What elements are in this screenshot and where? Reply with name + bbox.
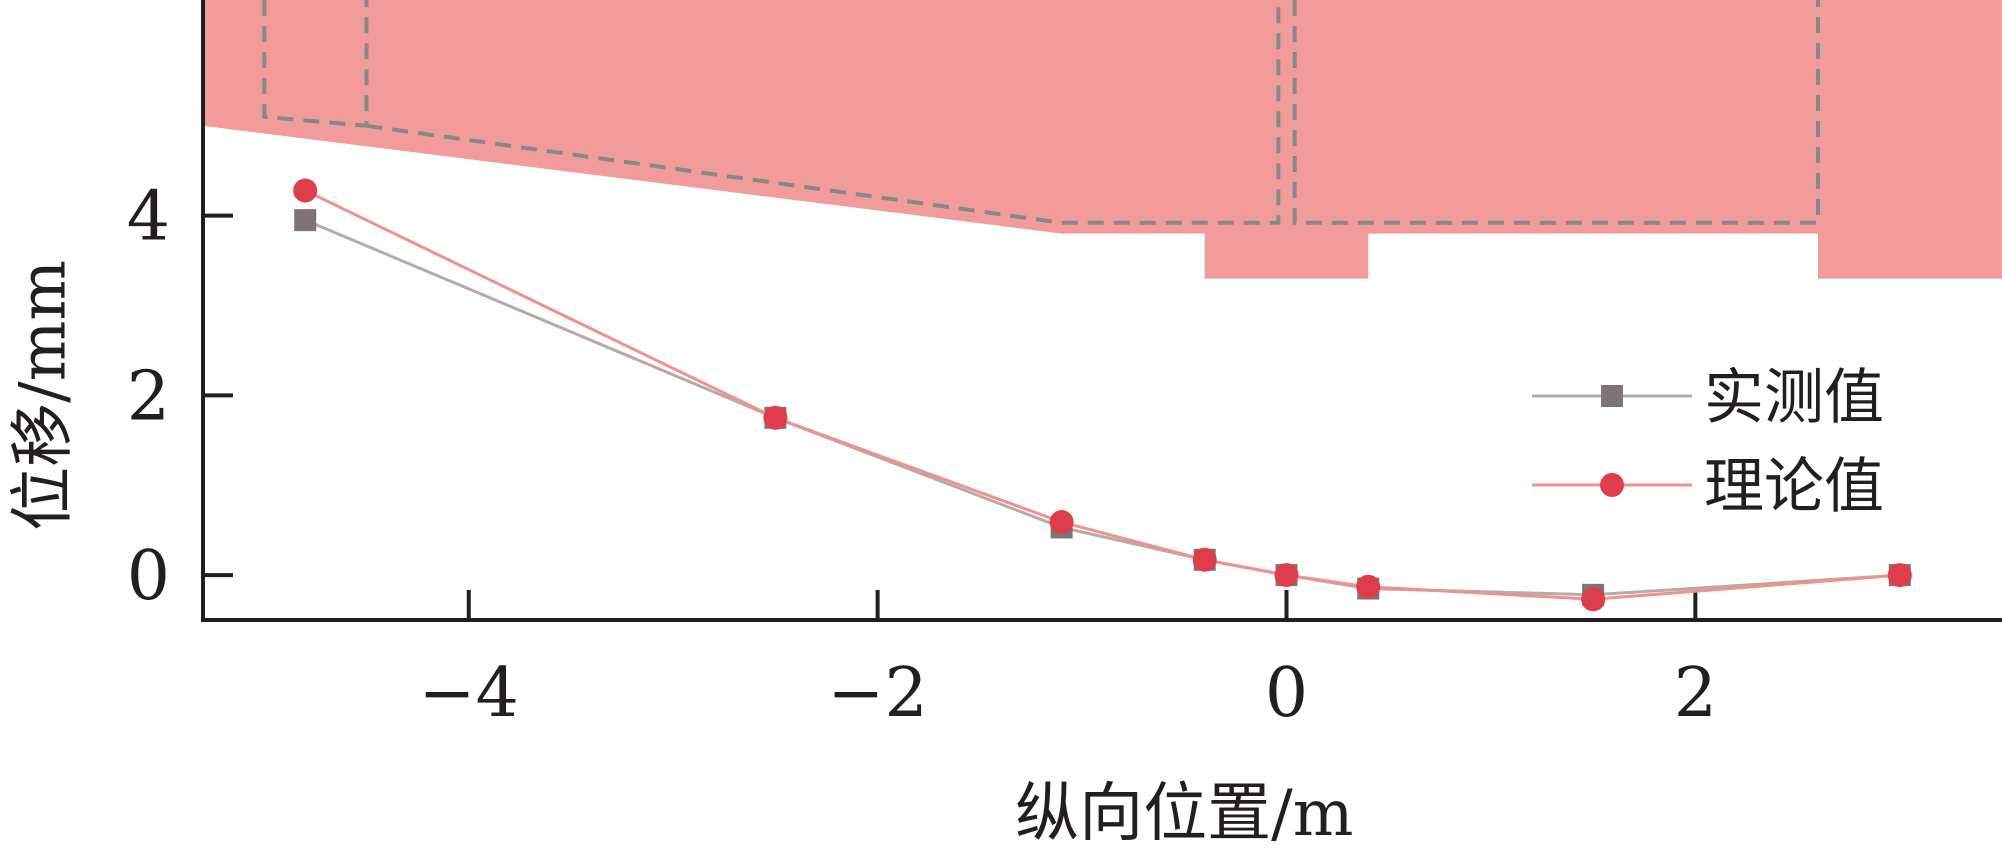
background-structure: [203, 0, 2002, 279]
x-axis-label: 纵向位置/m: [1015, 777, 1353, 850]
x-tick-label: −2: [828, 654, 928, 733]
data-point-theoretical: [763, 405, 788, 430]
series-1: [294, 209, 1911, 606]
legend-marker: [1600, 473, 1624, 497]
data-point-theoretical: [1887, 563, 1912, 588]
data-point-theoretical: [1581, 587, 1606, 612]
axes: −4 −2 0 2 0 2 4: [127, 0, 2002, 733]
legend-marker: [1601, 385, 1623, 407]
data-point-theoretical: [1192, 547, 1217, 572]
y-tick-label: 4: [127, 178, 170, 257]
structure-dashed-outline-2: [366, 0, 1281, 225]
legend-label: 理论值: [1704, 452, 1884, 522]
y-tick-label: 2: [127, 357, 170, 436]
structure-dashed-outline-3: [1292, 0, 1820, 225]
y-tick-label: 0: [127, 537, 170, 616]
data-point-theoretical: [1274, 563, 1299, 588]
x-tick-label: −4: [419, 654, 519, 733]
data-point-theoretical: [293, 178, 318, 203]
structure-fill: [203, 0, 2002, 279]
legend-label: 实测值: [1704, 363, 1884, 433]
data-point-theoretical: [1049, 510, 1074, 535]
legend-entry-2: 理论值: [1532, 452, 1884, 522]
series-group: [293, 178, 1912, 612]
x-tick-label: 0: [1265, 654, 1308, 733]
series-line: [304, 218, 1900, 597]
y-axis-label: 位移/mm: [7, 260, 81, 531]
data-point-measured: [294, 209, 317, 232]
legend-entry-1: 实测值: [1532, 363, 1884, 433]
structure-dashed-outline-1: [262, 0, 369, 128]
data-point-theoretical: [1356, 574, 1381, 599]
x-tick-label: 2: [1674, 654, 1717, 733]
series-2: [293, 178, 1912, 612]
series-line: [304, 189, 1900, 601]
